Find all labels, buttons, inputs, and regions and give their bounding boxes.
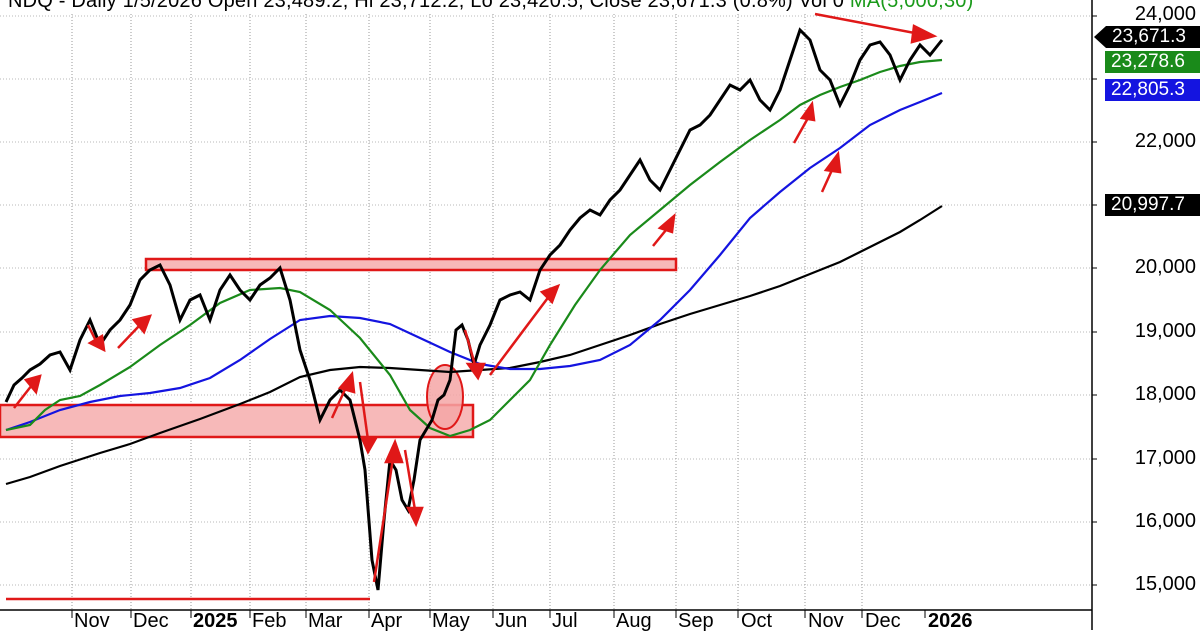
annotation-arrows bbox=[13, 12, 938, 583]
header-ma-text: MA(5,000,30) bbox=[849, 0, 974, 12]
last-price-tag: 23,671.3 bbox=[1094, 26, 1200, 48]
header-text: NDQ - Daily 1/5/2026 Open 23,489.2, Hi 2… bbox=[8, 0, 845, 12]
x-tick-nov-2024: Nov bbox=[74, 610, 110, 632]
y-tick-22000: 22,000 bbox=[1134, 130, 1196, 152]
y-tick-15000: 15,000 bbox=[1134, 573, 1196, 595]
support-zone bbox=[0, 403, 475, 439]
x-tick-2026: 2026 bbox=[928, 610, 973, 632]
x-tick-mar: Mar bbox=[308, 610, 343, 632]
x-tick-sep: Sep bbox=[678, 610, 714, 632]
x-tick-jul: Jul bbox=[552, 610, 578, 632]
y-tick-18000: 18,000 bbox=[1134, 383, 1196, 405]
y-tick-17000: 17,000 bbox=[1134, 447, 1196, 469]
y-tick-24000: 24,000 bbox=[1134, 3, 1196, 25]
y-tick-16000: 16,000 bbox=[1134, 510, 1196, 532]
candlesticks bbox=[4, 27, 944, 591]
x-axis-ticks bbox=[71, 610, 926, 618]
ma-long-line bbox=[5, 205, 943, 486]
ma-mid-tag: 22,805.3 bbox=[1105, 79, 1200, 101]
horizontal-gridlines bbox=[0, 15, 1092, 586]
x-tick-2025: 2025 bbox=[193, 610, 238, 632]
resistance-zone bbox=[144, 257, 678, 272]
x-tick-oct: Oct bbox=[741, 610, 773, 632]
x-tick-dec-2025: Dec bbox=[865, 610, 901, 632]
ma-long-tag: 20,997.7 bbox=[1105, 194, 1200, 216]
chart-header: NDQ - Daily 1/5/2026 Open 23,489.2, Hi 2… bbox=[8, 0, 973, 13]
x-tick-nov-2025: Nov bbox=[808, 610, 844, 632]
x-tick-may: May bbox=[432, 610, 470, 632]
x-tick-dec-2024: Dec bbox=[133, 610, 169, 632]
y-tick-19000: 19,000 bbox=[1134, 320, 1196, 342]
x-tick-apr: Apr bbox=[371, 610, 403, 632]
y-axis-ticks bbox=[1092, 15, 1097, 586]
vertical-gridlines bbox=[71, 14, 863, 610]
ma-short-tag: 23,278.6 bbox=[1105, 51, 1200, 73]
basing-ellipse bbox=[426, 364, 464, 430]
x-tick-aug: Aug bbox=[616, 610, 652, 632]
x-tick-feb: Feb bbox=[252, 610, 287, 632]
x-tick-jun: Jun bbox=[495, 610, 528, 632]
ma-short-line bbox=[5, 58, 943, 438]
y-tick-20000: 20,000 bbox=[1134, 256, 1196, 278]
